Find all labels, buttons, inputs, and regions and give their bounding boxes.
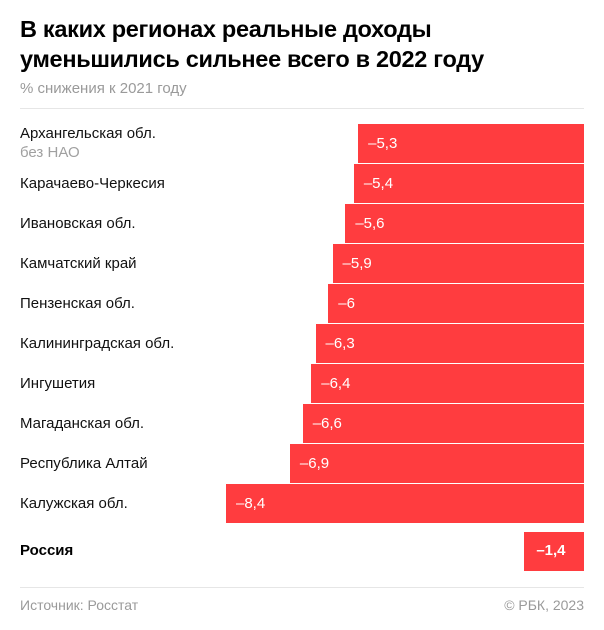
category-label: Пензенская обл. [20,295,135,312]
bar [328,284,584,323]
category-label: Камчатский край [20,255,137,272]
category-label: Магаданская обл. [20,415,145,432]
category-note: без НАО [20,144,80,161]
bar-value-label: –5,3 [368,135,398,152]
category-label: Калужская обл. [20,495,128,512]
bar [315,324,584,363]
chart-subtitle: % снижения к 2021 году [20,80,187,97]
total-bar [524,532,584,571]
bar-value-label: –6 [338,295,355,312]
bar [311,364,584,403]
copyright-note: © РБК, 2023 [504,597,584,613]
bar [353,164,584,203]
bar-value-label: –6,6 [312,415,342,432]
bar [332,244,584,283]
category-label: Карачаево-Черкесия [20,175,165,192]
total-value-label: –1,4 [536,542,566,559]
source-note: Источник: Росстат [20,597,139,613]
bar-value-label: –5,4 [363,175,394,192]
category-label: Калининградская обл. [20,335,175,352]
bar-value-label: –6,9 [299,455,330,472]
bar [358,124,584,163]
category-label: Ингушетия [20,375,96,392]
category-label: Архангельская обл. [20,125,156,142]
category-label: Республика Алтай [20,455,148,472]
bar [226,484,584,523]
bar [345,204,584,243]
bar-value-label: –6,3 [325,335,355,352]
top-divider [20,108,584,109]
bar-value-label: –6,4 [321,375,351,392]
chart-title: В каких регионах реальные доходы уменьши… [20,16,484,72]
bar-value-label: –5,9 [342,255,372,272]
bar-value-label: –8,4 [236,495,266,512]
bar [302,404,584,443]
total-label: Россия [20,542,74,559]
category-label: Ивановская обл. [20,215,136,232]
bar [289,444,584,483]
bar-value-label: –5,6 [355,215,385,232]
bottom-divider [20,587,584,588]
